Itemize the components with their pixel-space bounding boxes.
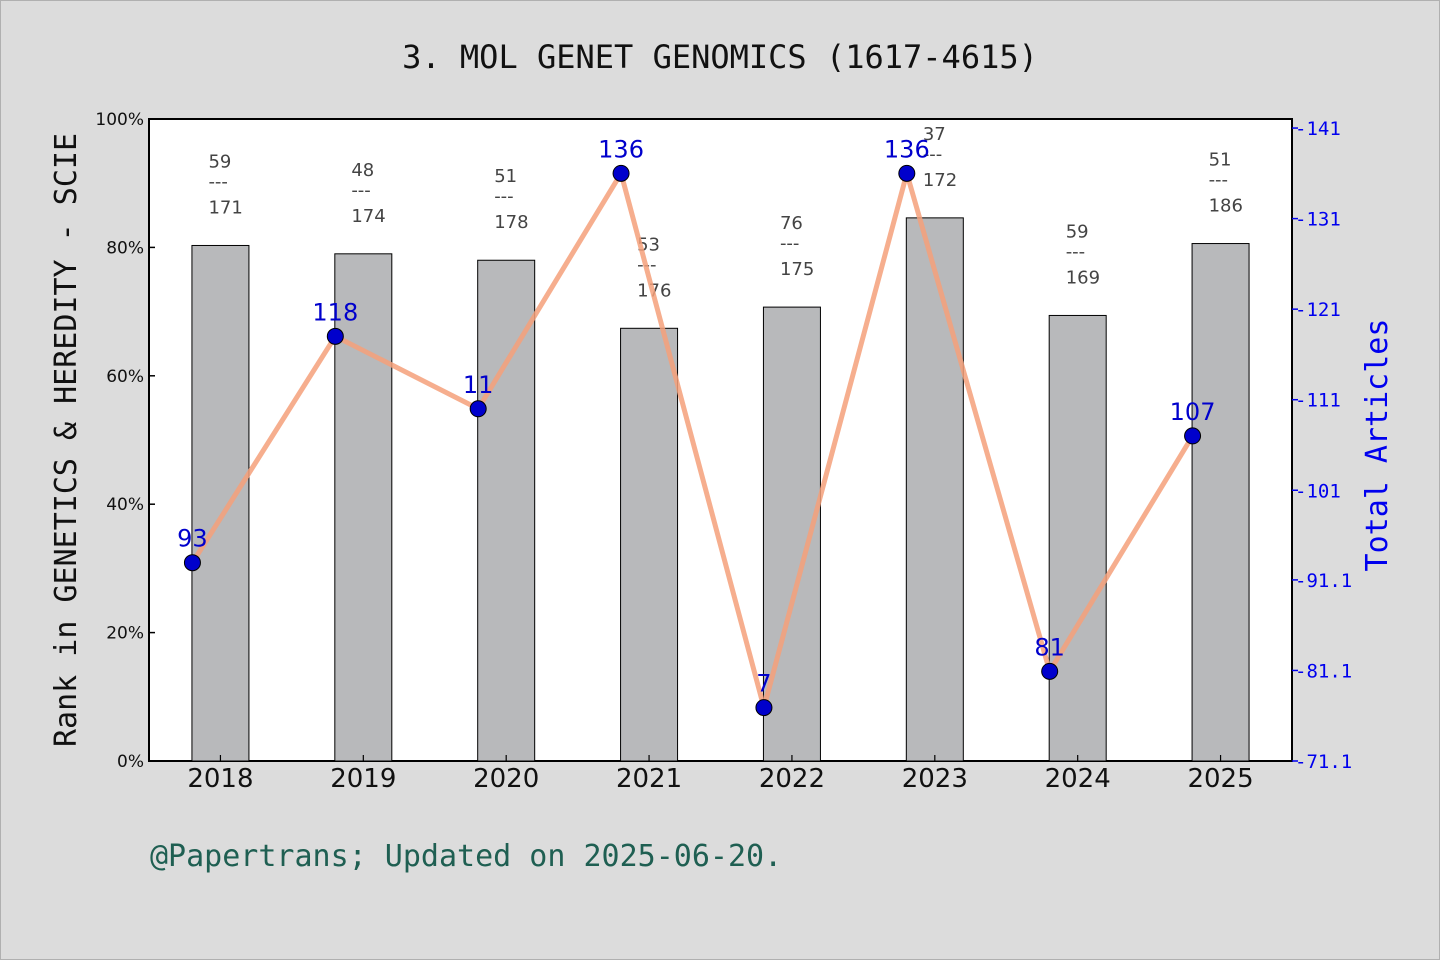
- left-axis: 0% 20% 40% 60% 80% 100%: [95, 110, 155, 772]
- bar-total-label: 171: [208, 197, 242, 218]
- articles-point-label: 136: [884, 135, 930, 163]
- x-tick-label: 2025: [1187, 764, 1253, 794]
- articles-point: [326, 327, 344, 345]
- articles-point-label: 7: [756, 670, 771, 698]
- articles-point: [1184, 427, 1202, 445]
- left-tick-label: 20%: [106, 624, 144, 644]
- articles-point: [1041, 662, 1059, 680]
- x-tick-label: 2019: [330, 764, 396, 794]
- articles-point-label: 118: [312, 298, 358, 326]
- bar: [477, 259, 536, 762]
- bar: [334, 253, 393, 762]
- articles-point-label: 11: [463, 371, 494, 399]
- bar-total-label: 172: [923, 170, 957, 191]
- articles-point-label: 93: [177, 525, 208, 553]
- left-tick-label: 0%: [117, 752, 144, 772]
- bar: [620, 327, 679, 762]
- articles-line: [190, 170, 1195, 711]
- credit-text: @Papertrans; Updated on 2025-06-20.: [150, 839, 782, 874]
- bar-rank-label: 76: [780, 213, 803, 234]
- bar: [1191, 243, 1250, 762]
- x-axis: 2018 2019 2020 2021 2022 2023 2024 2025: [187, 755, 1254, 794]
- left-tick-label: 100%: [95, 110, 144, 130]
- articles-point-label: 107: [1170, 398, 1216, 426]
- bar-separator-label: ---: [923, 144, 943, 165]
- right-tick-label: -111: [1295, 390, 1341, 412]
- bar-separator-label: ---: [208, 171, 228, 192]
- x-tick-label: 2023: [902, 764, 968, 794]
- bar-separator-label: ---: [1066, 241, 1086, 262]
- bar-total-label: 186: [1209, 196, 1243, 217]
- bar-total-label: 175: [780, 259, 814, 280]
- right-tick-label: -101: [1295, 480, 1341, 502]
- articles-point: [612, 164, 630, 182]
- bar: [191, 244, 250, 762]
- bar-rank-label: 51: [494, 166, 517, 187]
- plot-area: [148, 118, 1293, 762]
- x-tick-label: 2024: [1045, 764, 1111, 794]
- bar-total-label: 169: [1066, 267, 1100, 288]
- articles-point: [898, 164, 916, 182]
- x-tick-label: 2018: [187, 764, 253, 794]
- bar-rank-label: 59: [208, 151, 231, 172]
- right-tick-label: -91.1: [1295, 570, 1352, 592]
- bar-separator-label: ---: [494, 186, 514, 207]
- bar-labels-layer: 59---17148---17451---17853---17676---175…: [208, 124, 1242, 301]
- bar-separator-label: ---: [351, 180, 371, 201]
- bar-total-label: 178: [494, 212, 528, 233]
- articles-point-label: 136: [598, 135, 644, 163]
- right-axis: -71.1 -81.1 -91.1 -101 -111 -121 -131 -141: [1292, 118, 1352, 773]
- articles-point: [183, 554, 201, 572]
- y-axis-label-left: Rank in GENETICS & HEREDITY - SCIE: [49, 133, 84, 747]
- left-tick-label: 60%: [106, 367, 144, 387]
- bar: [905, 217, 964, 762]
- bar-rank-label: 59: [1066, 221, 1089, 242]
- bar-separator-label: ---: [1209, 170, 1229, 191]
- x-tick-label: 2021: [616, 764, 682, 794]
- bar: [1048, 314, 1107, 762]
- left-tick-label: 80%: [106, 238, 144, 258]
- bar-total-label: 174: [351, 206, 385, 227]
- right-tick-label: -81.1: [1295, 660, 1352, 682]
- y-axis-label-right: Total Articles: [1360, 319, 1395, 572]
- articles-point: [469, 400, 487, 418]
- articles-point-label: 81: [1034, 633, 1065, 661]
- x-tick-label: 2020: [473, 764, 539, 794]
- x-tick-label: 2022: [759, 764, 825, 794]
- chart-title: 3. MOL GENET GENOMICS (1617-4615): [402, 38, 1038, 76]
- right-tick-label: -121: [1295, 299, 1341, 321]
- right-tick-label: -71.1: [1295, 751, 1352, 773]
- left-tick-label: 40%: [106, 495, 144, 515]
- bar-rank-label: 37: [923, 124, 946, 145]
- articles-point: [755, 699, 773, 717]
- right-tick-label: -131: [1295, 209, 1341, 231]
- right-tick-label: -141: [1295, 118, 1341, 140]
- bar-rank-label: 51: [1209, 150, 1232, 171]
- bar-separator-label: ---: [780, 233, 800, 254]
- line-layer: 93 118 11 136 7 136 81 107: [177, 135, 1216, 717]
- bar-rank-label: 48: [351, 160, 374, 181]
